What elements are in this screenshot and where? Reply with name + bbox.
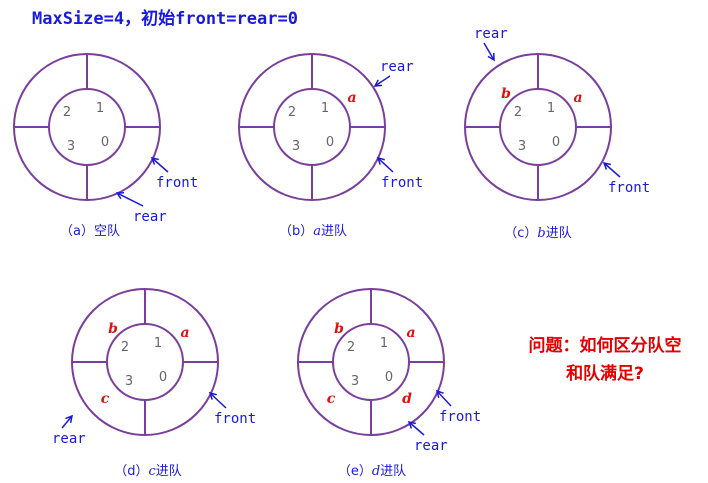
caption-suffix: 进队 <box>380 464 407 479</box>
front-arrow <box>209 392 227 409</box>
page-title: MaxSize=4，初始front=rear=0 <box>32 9 298 29</box>
front-pointer-label: front <box>608 180 650 196</box>
slot-number: 0 <box>159 370 167 385</box>
rear-pointer-label: rear <box>52 431 86 447</box>
caption-suffix: 空队 <box>93 224 120 239</box>
caption-prefix: （d） <box>114 464 149 479</box>
queue-element: d <box>402 391 412 407</box>
inner-ring <box>332 323 410 401</box>
queue-element: c <box>327 391 336 407</box>
question-line-1: 问题：如何区分队空 <box>528 336 682 356</box>
caption-prefix: （c） <box>504 226 538 241</box>
front-arrow <box>377 157 394 173</box>
caption-suffix: 进队 <box>321 224 348 239</box>
rear-arrowhead <box>65 414 74 424</box>
front-arrowhead <box>150 156 159 165</box>
inner-ring <box>499 88 577 166</box>
caption-prefix: （e） <box>337 464 372 479</box>
slot-number: 1 <box>380 336 388 351</box>
slot-number: 2 <box>288 105 296 120</box>
caption-elem: c <box>148 464 156 479</box>
front-arrowhead <box>208 391 217 400</box>
rear-arrow <box>61 415 73 429</box>
slot-number: 3 <box>67 139 75 154</box>
queue-element: a <box>573 90 582 106</box>
slot-number: 2 <box>121 340 129 355</box>
front-arrowhead <box>435 389 444 398</box>
front-pointer-label: front <box>439 409 481 425</box>
front-arrow <box>603 162 621 178</box>
caption-b: （b）a进队 <box>263 220 363 239</box>
queue-element: a <box>347 90 356 106</box>
queue-element: a <box>406 325 415 341</box>
front-pointer-label: front <box>214 411 256 427</box>
slot-number: 1 <box>321 101 329 116</box>
slot-number: 0 <box>552 135 560 150</box>
rear-arrowhead <box>487 52 495 62</box>
slot-number: 0 <box>101 135 109 150</box>
slot-number: 3 <box>125 374 133 389</box>
slot-number: 3 <box>351 374 359 389</box>
inner-ring <box>48 88 126 166</box>
slot-number: 1 <box>154 336 162 351</box>
caption-elem: d <box>371 464 381 479</box>
queue-element: b <box>501 86 511 102</box>
caption-suffix: 进队 <box>545 226 572 241</box>
caption-c: （c）b进队 <box>488 222 588 241</box>
slot-number: 0 <box>326 135 334 150</box>
caption-a: （a）空队 <box>40 220 140 239</box>
caption-suffix: 进队 <box>155 464 182 479</box>
slot-number: 2 <box>514 105 522 120</box>
question-text: 问题：如何区分队空 和队满足? <box>510 332 700 388</box>
rear-arrowhead <box>407 420 416 429</box>
rear-arrowhead <box>115 191 125 200</box>
slot-number: 2 <box>63 105 71 120</box>
slot-number: 2 <box>347 340 355 355</box>
front-arrowhead <box>376 156 385 165</box>
rear-pointer-label: rear <box>414 438 448 454</box>
caption-elem: b <box>537 226 546 241</box>
caption-prefix: （a） <box>60 224 94 239</box>
rear-arrow <box>374 75 391 87</box>
slot-number: 0 <box>385 370 393 385</box>
slot-number: 3 <box>292 139 300 154</box>
front-arrow <box>436 390 452 407</box>
rear-arrow <box>408 421 425 436</box>
front-pointer-label: front <box>156 175 198 191</box>
queue-element: b <box>334 321 344 337</box>
slot-number: 3 <box>518 139 526 154</box>
rear-arrowhead <box>373 79 383 87</box>
slot-number: 1 <box>96 101 104 116</box>
rear-pointer-label: rear <box>474 26 508 42</box>
rear-pointer-label: rear <box>133 209 167 225</box>
front-arrowhead <box>602 161 611 170</box>
queue-element: b <box>108 321 118 337</box>
queue-element: a <box>180 325 189 341</box>
rear-pointer-label: rear <box>380 59 414 75</box>
caption-prefix: （b） <box>278 224 314 239</box>
rear-arrow <box>116 192 144 207</box>
front-arrow <box>151 157 169 173</box>
inner-ring <box>106 323 184 401</box>
caption-elem: a <box>313 224 321 239</box>
queue-element: c <box>101 391 110 407</box>
caption-d: （d）c进队 <box>98 460 198 479</box>
rear-arrow <box>483 42 495 61</box>
inner-ring <box>273 88 351 166</box>
front-pointer-label: front <box>381 175 423 191</box>
caption-e: （e）d进队 <box>322 460 422 479</box>
slot-number: 1 <box>547 101 555 116</box>
question-line-2: 和队满足? <box>566 364 644 384</box>
